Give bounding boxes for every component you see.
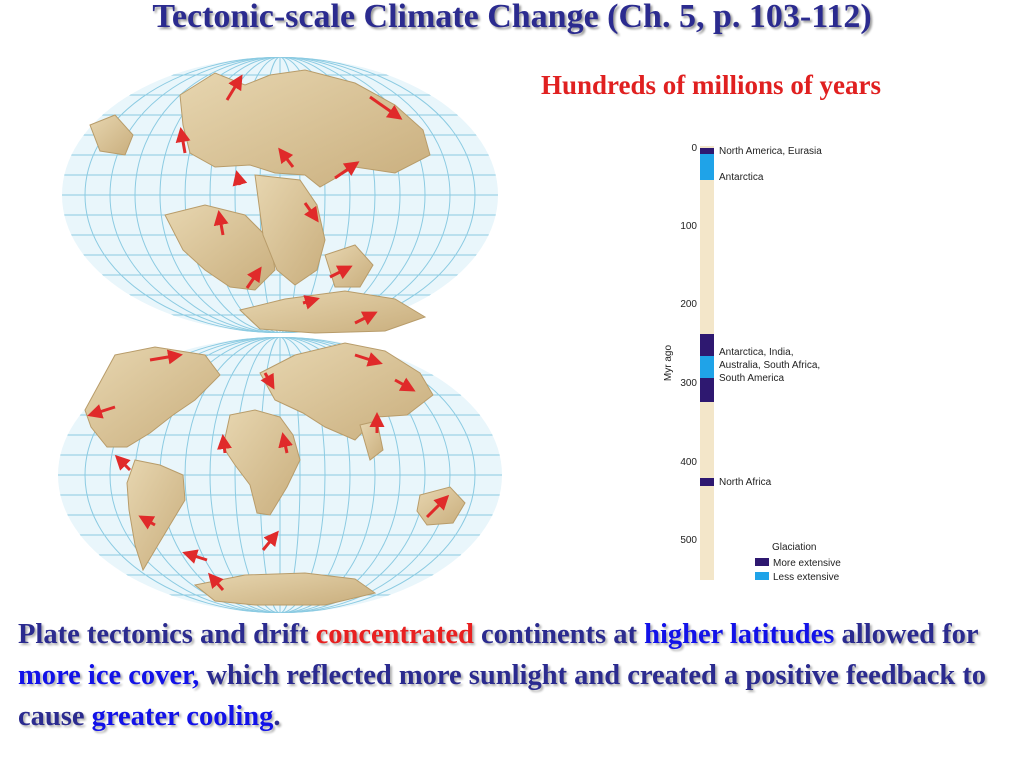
legend-more-label: More extensive [773,558,841,569]
drift-arrows [175,74,403,326]
slide-caption: Plate tectonics and drift concentrated c… [18,614,1008,737]
legend-swatch-less [755,572,769,580]
caption-text-3: allowed for [834,619,978,650]
glaciation-more-gondwana-2 [700,378,714,402]
legend-less-label: Less extensive [773,572,840,583]
timeline-legend: Glaciation More extensive Less extensive [755,542,841,583]
drift-arrows [87,349,450,591]
label-gondwana-line-2: Australia, South Africa, [719,360,820,371]
tick-500: 500 [680,535,697,546]
caption-text-5: . [273,701,281,732]
label-antarctica: Antarctica [719,172,764,183]
label-north-america-eurasia: North America, Eurasia [719,146,822,157]
tick-100: 100 [680,221,697,232]
caption-highlight-more-ice-cover: more ice cover, [18,660,200,691]
glaciation-more-north-africa [700,478,714,486]
caption-highlight-concentrated: concentrated [315,619,474,650]
slide-subtitle: Hundreds of millions of years [541,70,882,100]
timeline-axis-label: Myr ago [663,345,674,382]
tick-300: 300 [680,378,697,389]
tick-200: 200 [680,299,697,310]
glaciation-less-antarctica [700,154,714,180]
glaciation-timeline: 0 100 200 300 400 500 Myr ago North Amer… [663,143,841,583]
glaciation-more-na-eurasia [700,148,714,154]
legend-swatch-more [755,558,769,566]
caption-highlight-greater-cooling: greater cooling [91,701,274,732]
label-gondwana-line-3: South America [719,373,784,384]
glaciation-less-gondwana [700,356,714,378]
label-gondwana-line-1: Antarctica, India, [719,347,793,358]
ancient-globe-map [62,57,498,334]
paleogeography-maps [58,57,502,613]
glaciation-more-gondwana [700,334,714,356]
label-north-africa: North Africa [719,477,772,488]
caption-text-1: Plate tectonics and drift [18,619,316,650]
legend-title: Glaciation [772,542,816,553]
continents [84,342,466,606]
slide-title: Tectonic-scale Climate Change (Ch. 5, p.… [152,0,872,35]
caption-text-2: continents at [473,619,645,650]
modern-globe-map [58,337,502,613]
caption-highlight-higher-latitudes: higher latitudes [644,619,835,650]
tick-400: 400 [680,457,697,468]
tick-0: 0 [691,143,697,154]
caption-text-4: which reflected more sunlight and create… [18,660,987,732]
